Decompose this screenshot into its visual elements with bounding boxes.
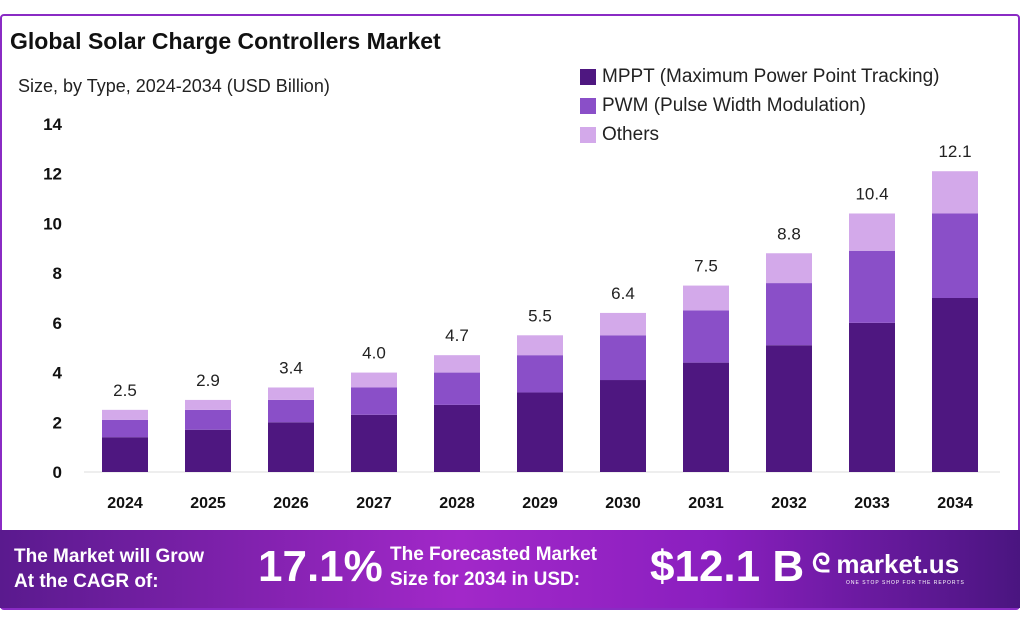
bar-segment-mppt bbox=[268, 422, 314, 472]
forecast-label-line: The Forecasted Market bbox=[390, 544, 597, 565]
bar-segment-mppt bbox=[434, 404, 480, 472]
bar-segment-mppt bbox=[849, 322, 895, 472]
bar-segment-mppt bbox=[102, 437, 148, 472]
x-tick-label: 2024 bbox=[107, 495, 143, 512]
data-label: 4.7 bbox=[445, 326, 469, 345]
bar-segment-others bbox=[766, 253, 812, 284]
bar-segment-others bbox=[434, 355, 480, 373]
y-tick-label: 8 bbox=[53, 264, 62, 283]
x-tick-label: 2027 bbox=[356, 495, 392, 512]
x-tick-label: 2032 bbox=[771, 495, 807, 512]
data-label: 2.9 bbox=[196, 371, 220, 390]
data-label: 5.5 bbox=[528, 306, 552, 325]
bar-segment-pwm bbox=[683, 310, 729, 363]
legend-swatch bbox=[580, 126, 596, 143]
bar-segment-mppt bbox=[932, 298, 978, 472]
data-label: 3.4 bbox=[279, 358, 303, 377]
bar-segment-pwm bbox=[517, 355, 563, 393]
x-tick-label: 2026 bbox=[273, 495, 309, 512]
bar-segment-pwm bbox=[849, 250, 895, 323]
x-tick-label: 2029 bbox=[522, 495, 558, 512]
data-label: 12.1 bbox=[938, 142, 971, 161]
legend-item-others: Others bbox=[580, 120, 940, 149]
chart-frame bbox=[0, 14, 1020, 610]
legend-label: Others bbox=[602, 123, 660, 145]
logo-tagline: ONE STOP SHOP FOR THE REPORTS bbox=[846, 580, 965, 586]
bar-segment-mppt bbox=[517, 392, 563, 472]
logo-mark-icon: ᘓ bbox=[812, 548, 831, 578]
bar-segment-others bbox=[932, 171, 978, 214]
y-tick-label: 12 bbox=[43, 165, 62, 184]
data-label: 10.4 bbox=[855, 184, 888, 203]
x-tick-label: 2028 bbox=[439, 495, 475, 512]
x-tick-label: 2025 bbox=[190, 495, 226, 512]
bar-segment-others bbox=[351, 372, 397, 388]
data-label: 6.4 bbox=[611, 284, 635, 303]
bar-segment-mppt bbox=[766, 345, 812, 472]
y-tick-label: 0 bbox=[53, 463, 62, 482]
forecast-value: $12.1 B bbox=[650, 542, 805, 591]
chart-plot: 0 2 4 6 8 10 12 14 2.5 2024 2.9 2025 3.4 2026 4.0 2027 4… bbox=[43, 115, 1000, 512]
chart-subtitle: Size, by Type, 2024-2034 (USD Billion) bbox=[18, 76, 330, 96]
legend: MPPT (Maximum Power Point Tracking) PWM … bbox=[580, 62, 940, 149]
legend-label: MPPT (Maximum Power Point Tracking) bbox=[602, 65, 940, 87]
logo-name: market.us bbox=[836, 548, 960, 579]
cagr-label: The Market will Grow At the CAGR of: bbox=[14, 544, 204, 594]
bar-segment-others bbox=[849, 213, 895, 251]
y-tick-label: 4 bbox=[53, 364, 63, 383]
bar-segment-mppt bbox=[600, 380, 646, 472]
chart-title: Global Solar Charge Controllers Market bbox=[10, 28, 441, 54]
cagr-label-line: At the CAGR of: bbox=[14, 571, 159, 592]
legend-item-pwm: PWM (Pulse Width Modulation) bbox=[580, 91, 940, 120]
legend-swatch bbox=[580, 97, 596, 114]
bar-segment-pwm bbox=[600, 335, 646, 381]
data-label: 4.0 bbox=[362, 344, 386, 363]
forecast-label: The Forecasted Market Size for 2034 in US… bbox=[390, 542, 597, 592]
footer-banner: The Market will Grow At the CAGR of: 17.1… bbox=[0, 530, 1020, 608]
bar-segment-pwm bbox=[185, 409, 231, 430]
bar-segment-others bbox=[102, 409, 148, 420]
y-tick-label: 14 bbox=[43, 115, 62, 134]
bar-segment-others bbox=[600, 312, 646, 336]
y-tick-label: 2 bbox=[53, 413, 62, 432]
forecast-label-line: Size for 2034 in USD: bbox=[390, 569, 581, 590]
bar-segment-others bbox=[517, 335, 563, 356]
bar-segment-others bbox=[268, 387, 314, 400]
y-tick-label: 10 bbox=[43, 214, 62, 233]
marketus-logo: ᘓ market.us ONE STOP SHOP FOR THE REPORT… bbox=[812, 548, 964, 586]
x-tick-label: 2033 bbox=[854, 495, 890, 512]
bar-segment-pwm bbox=[434, 372, 480, 405]
legend-item-mppt: MPPT (Maximum Power Point Tracking) bbox=[580, 62, 940, 91]
y-tick-label: 6 bbox=[53, 314, 62, 333]
bar-segment-pwm bbox=[351, 387, 397, 415]
bar-segment-mppt bbox=[683, 362, 729, 472]
x-tick-label: 2034 bbox=[937, 495, 973, 512]
data-label: 2.5 bbox=[113, 381, 137, 400]
x-tick-label: 2030 bbox=[605, 495, 641, 512]
data-label: 7.5 bbox=[694, 257, 718, 276]
bar-segment-pwm bbox=[102, 419, 148, 438]
bar-segment-others bbox=[185, 399, 231, 410]
bar-segment-mppt bbox=[185, 429, 231, 472]
bar-segment-pwm bbox=[766, 283, 812, 346]
bar-segment-pwm bbox=[932, 213, 978, 298]
x-tick-label: 2031 bbox=[688, 495, 724, 512]
legend-swatch bbox=[580, 68, 596, 85]
bar-segment-pwm bbox=[268, 399, 314, 423]
legend-label: PWM (Pulse Width Modulation) bbox=[602, 94, 866, 116]
bar-segment-mppt bbox=[351, 414, 397, 472]
bar-segment-others bbox=[683, 285, 729, 311]
data-label: 8.8 bbox=[777, 224, 801, 243]
cagr-value: 17.1% bbox=[258, 542, 383, 591]
cagr-label-line: The Market will Grow bbox=[14, 546, 205, 567]
